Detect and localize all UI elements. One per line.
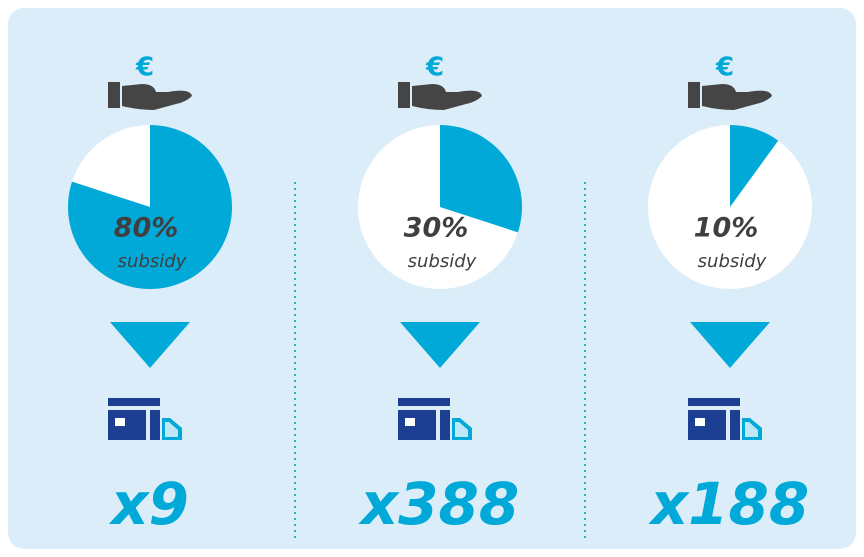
hand-cuff bbox=[108, 82, 120, 108]
hand bbox=[122, 84, 192, 110]
pie-slice bbox=[68, 125, 233, 289]
multiplier: x9 bbox=[108, 470, 189, 538]
building-roof bbox=[108, 398, 160, 406]
building-side-inner bbox=[455, 422, 468, 437]
column: €10% subsidy x188 bbox=[648, 53, 812, 538]
down-arrow bbox=[690, 322, 770, 368]
building-window bbox=[405, 418, 415, 426]
percent-label: 30% bbox=[404, 213, 469, 244]
pie-slice bbox=[730, 125, 779, 207]
currency-symbol: € bbox=[425, 53, 444, 83]
building-body bbox=[398, 410, 436, 440]
multiplier: x188 bbox=[648, 470, 809, 538]
building-side-inner bbox=[745, 422, 758, 437]
percent-label: 80% bbox=[114, 213, 179, 244]
caption: subsidy bbox=[408, 251, 477, 272]
multiplier: x388 bbox=[358, 470, 519, 538]
building-wing bbox=[440, 410, 450, 440]
down-arrow bbox=[400, 322, 480, 368]
column: €30% subsidy x388 bbox=[358, 53, 522, 538]
building-body bbox=[688, 410, 726, 440]
building-roof bbox=[398, 398, 450, 406]
building-wing bbox=[730, 410, 740, 440]
building-body bbox=[108, 410, 146, 440]
pie-slice bbox=[440, 125, 522, 233]
column: €80% subsidy x9 bbox=[68, 53, 233, 538]
currency-symbol: € bbox=[715, 53, 734, 83]
building-window bbox=[695, 418, 705, 426]
down-arrow bbox=[110, 322, 190, 368]
hand bbox=[412, 84, 482, 110]
percent-label: 10% bbox=[694, 213, 759, 244]
building-window bbox=[115, 418, 125, 426]
hand-cuff bbox=[688, 82, 700, 108]
building-wing bbox=[150, 410, 160, 440]
building-roof bbox=[688, 398, 740, 406]
currency-symbol: € bbox=[135, 53, 154, 83]
caption: subsidy bbox=[698, 251, 767, 272]
hand-cuff bbox=[398, 82, 410, 108]
building-side-inner bbox=[165, 422, 178, 437]
caption: subsidy bbox=[118, 251, 187, 272]
hand bbox=[702, 84, 772, 110]
